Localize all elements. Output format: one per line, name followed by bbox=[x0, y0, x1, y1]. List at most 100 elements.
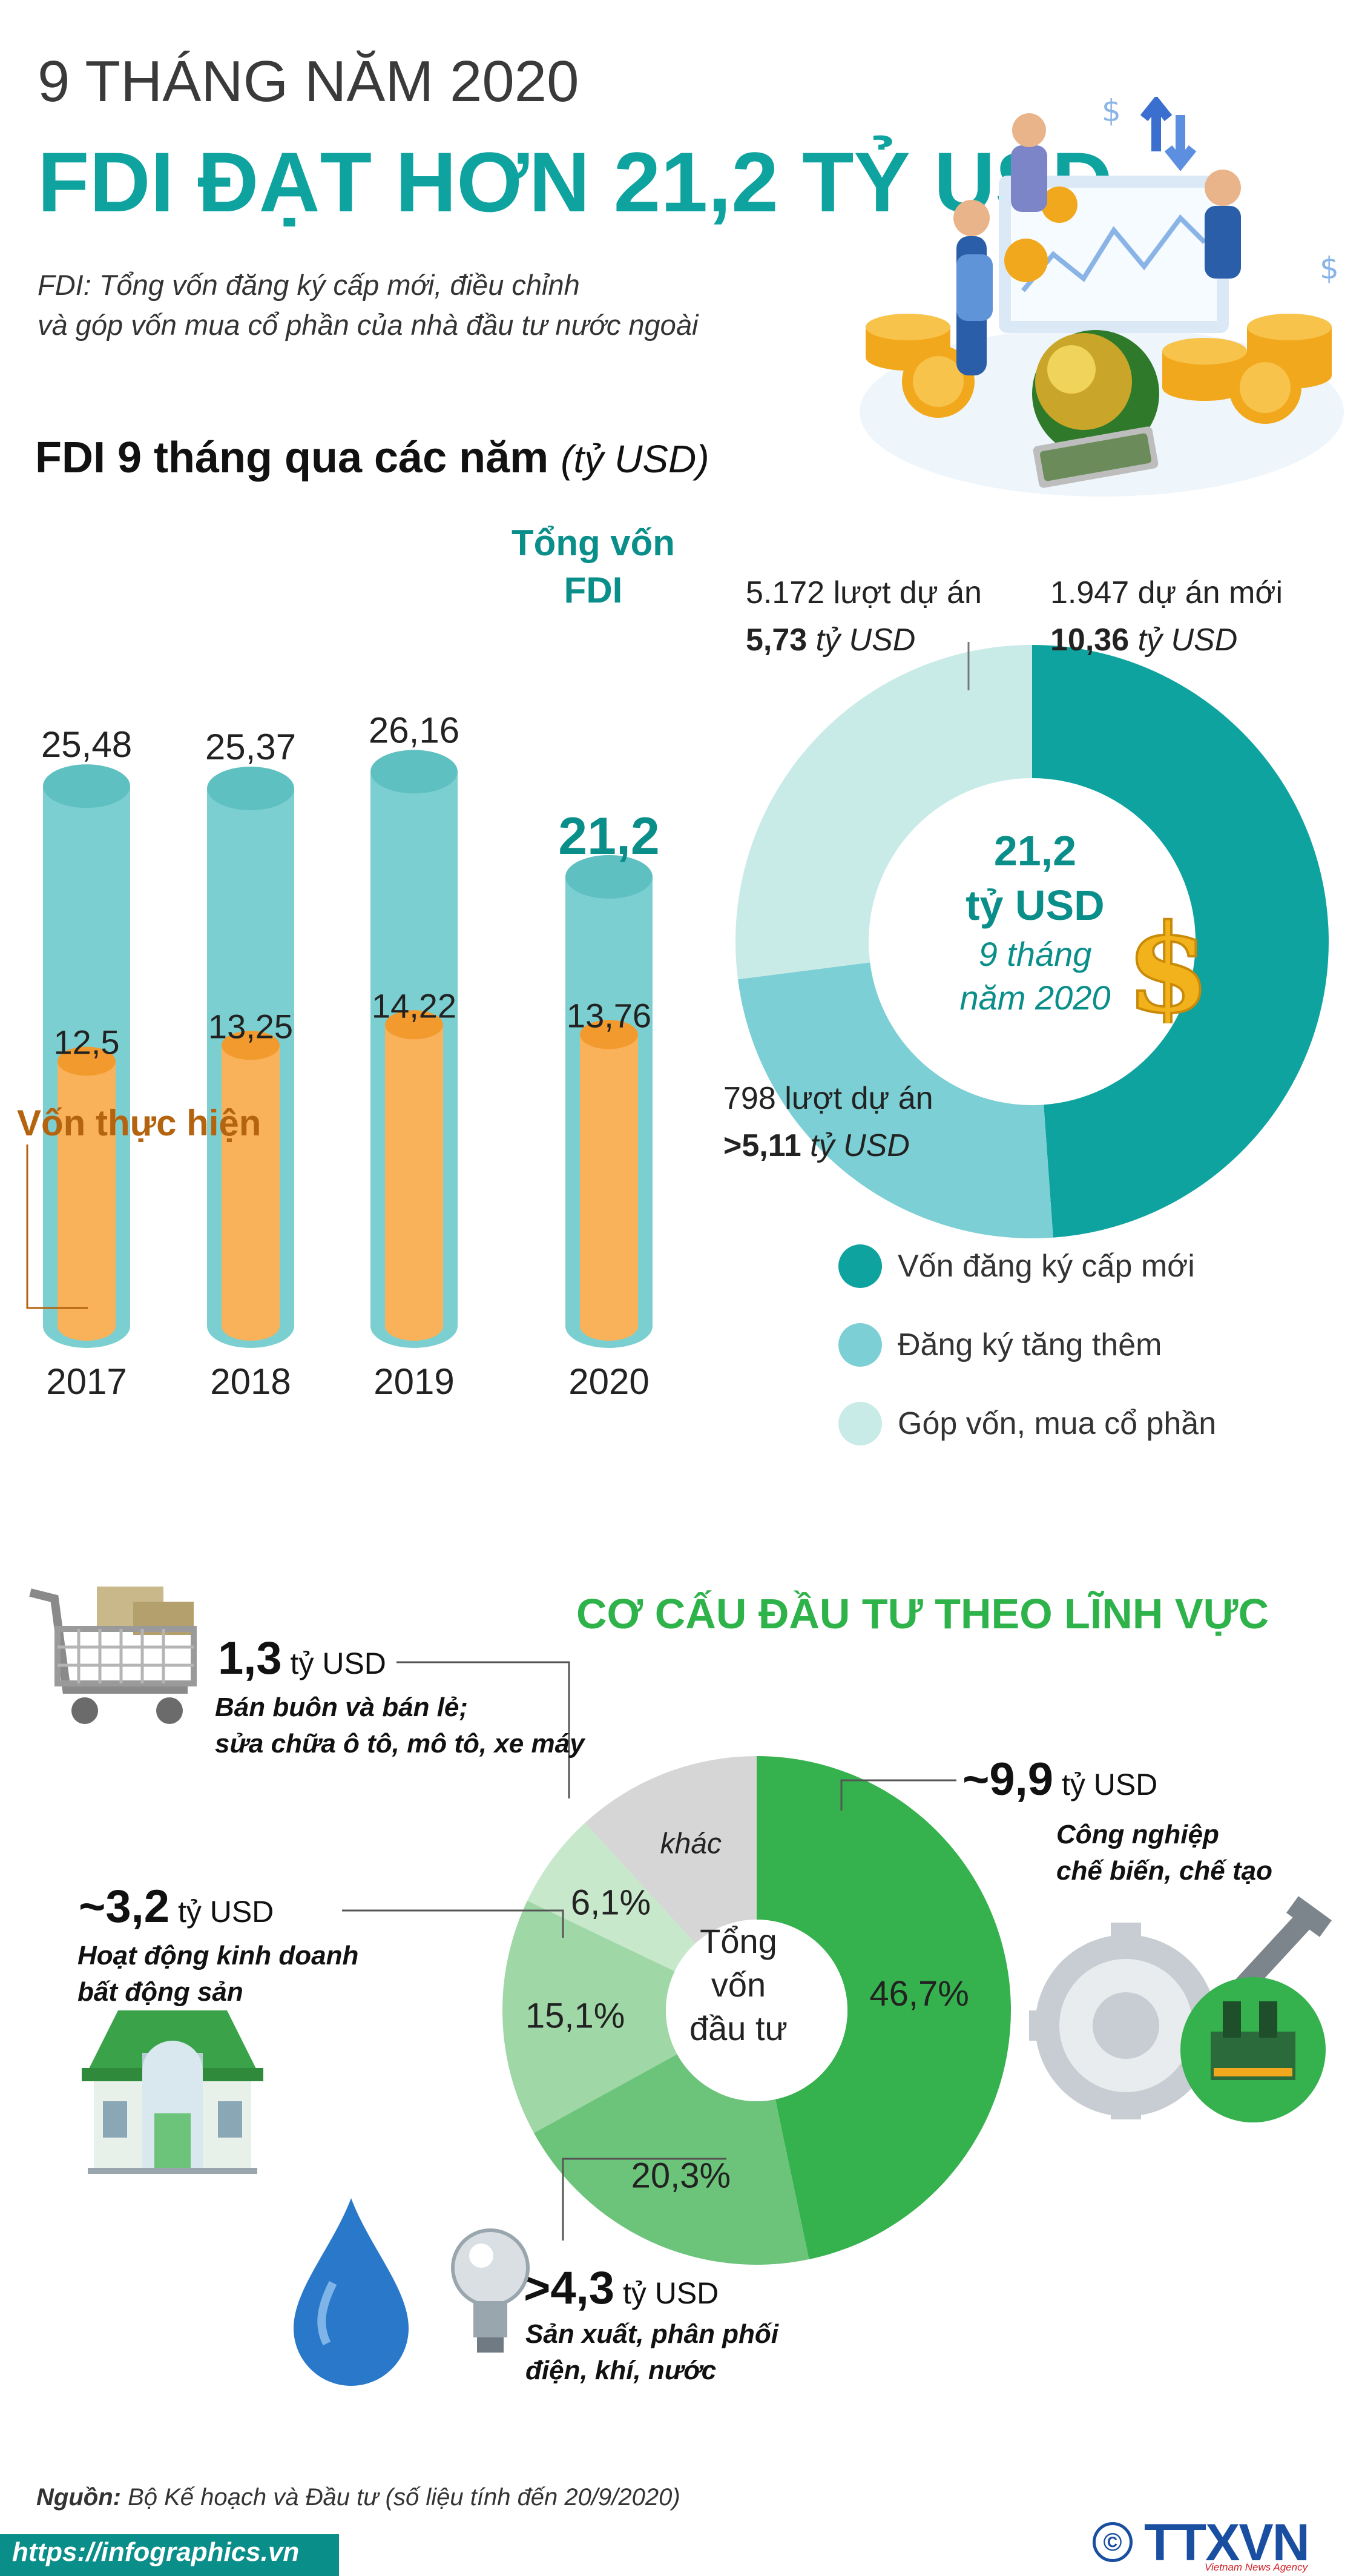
shopping-cart-icon bbox=[29, 1587, 197, 1724]
tang-them-count: 798 lượt dự án bbox=[723, 1081, 933, 1116]
sector-slice-label: 15,1% bbox=[525, 1996, 625, 2035]
gop-von-amount-unit: tỷ USD bbox=[807, 623, 916, 658]
utilities-info: >4,3 tỷ USD bbox=[524, 2262, 719, 2314]
donut1-center-year: năm 2020 bbox=[959, 979, 1111, 1017]
business-illustration-icon: $ $ bbox=[860, 97, 1344, 497]
cylinder-2018: 25,37 13,25 2018 bbox=[205, 727, 296, 1402]
manufacturing-desc: Công nghiệp chế biến, chế tạo bbox=[1056, 1817, 1272, 1889]
utilities-desc-line-2: điện, khí, nước bbox=[525, 2356, 717, 2385]
donut2-center-line-2: vốn bbox=[711, 1966, 766, 2004]
cap-moi-amount: 10,36 tỷ USD bbox=[1050, 616, 1283, 664]
header-kicker: 9 THÁNG NĂM 2020 bbox=[38, 49, 579, 114]
legend-item: Đăng ký tăng thêm bbox=[838, 1323, 1216, 1367]
utilities-amount-value: >4,3 bbox=[524, 2262, 615, 2314]
total-value-label: 21,2 bbox=[558, 807, 659, 865]
donut2-center-line-3: đầu tư bbox=[689, 2009, 788, 2047]
ttxvn-logo-subtitle: Vietnam News Agency bbox=[1205, 2561, 1308, 2573]
realized-bar-top bbox=[385, 1010, 443, 1040]
sector-slice-label: khác bbox=[660, 1828, 722, 1860]
legend-label: Đăng ký tăng thêm bbox=[898, 1327, 1162, 1362]
gop-von-amount: 5,73 tỷ USD bbox=[746, 616, 982, 664]
retail-amount: 1,3 tỷ USD bbox=[218, 1632, 386, 1685]
donut2-center: Tổng vốn đầu tư bbox=[648, 1920, 829, 2050]
sector-slice-label: 6,1% bbox=[571, 1883, 651, 1922]
sector-slice bbox=[585, 1756, 757, 1944]
sector-slice bbox=[502, 1900, 677, 2133]
realized-label-connector bbox=[26, 1144, 88, 1309]
manufacturing-info: ~9,9 tỷ USD bbox=[962, 1753, 1157, 1806]
tang-them-amount: >5,11 tỷ USD bbox=[723, 1122, 933, 1169]
donut1-center-unit: tỷ USD bbox=[966, 882, 1105, 929]
realestate-desc: Hoạt động kinh doanh bất động sản bbox=[77, 1938, 358, 2010]
svg-text:$: $ bbox=[1126, 908, 1210, 1023]
donut1-label-cap-moi: 1.947 dự án mới 10,36 tỷ USD bbox=[1050, 569, 1283, 664]
sector-donut: 46,7% 20,3% 15,1% 6,1% khác bbox=[502, 1756, 1011, 2265]
legend-swatch bbox=[838, 1323, 882, 1367]
definition-line-2: và góp vốn mua cổ phần của nhà đầu tư nư… bbox=[38, 309, 699, 341]
total-fdi-label: Tổng vốn FDI bbox=[502, 520, 684, 614]
retail-amount-unit: tỷ USD bbox=[281, 1646, 386, 1680]
donut1-label-tang-them: 798 lượt dự án >5,11 tỷ USD bbox=[723, 1075, 933, 1169]
section1-title: FDI 9 tháng qua các năm (tỷ USD) bbox=[35, 433, 709, 483]
svg-text:$: $ bbox=[1102, 97, 1121, 128]
realestate-amount-value: ~3,2 bbox=[79, 1881, 170, 1932]
water-drop-icon bbox=[294, 2198, 530, 2386]
realized-bar bbox=[580, 1034, 638, 1326]
realized-bar-top bbox=[580, 1020, 638, 1049]
legend-swatch bbox=[838, 1402, 882, 1445]
fdi-cylinder-chart: 25,48 12,5 2017 25,37 13,25 2018 26,16 14,22 201… bbox=[41, 710, 660, 1402]
dollar-sign-icon: $ bbox=[1125, 908, 1211, 1023]
manufacturing-desc-line-2: chế biến, chế tạo bbox=[1056, 1856, 1272, 1886]
realized-value-label: 14,22 bbox=[372, 986, 456, 1025]
manufacturing-amount-unit: tỷ USD bbox=[1053, 1768, 1158, 1802]
sector-slice-label: 20,3% bbox=[631, 2156, 731, 2196]
year-label: 2020 bbox=[568, 1361, 649, 1402]
cylinder-2019: 26,16 14,22 2019 bbox=[369, 710, 459, 1402]
legend-item: Vốn đăng ký cấp mới bbox=[838, 1244, 1216, 1288]
legend-item: Góp vốn, mua cổ phần bbox=[838, 1402, 1216, 1445]
fdi-definition: FDI: Tổng vốn đăng ký cấp mới, điều chỉn… bbox=[38, 265, 698, 345]
gop-von-amount-value: 5,73 bbox=[746, 623, 808, 658]
realized-value-label: 13,25 bbox=[208, 1007, 293, 1045]
footer-url-link[interactable]: https://infographics.vn bbox=[12, 2537, 300, 2567]
realized-bar bbox=[385, 1025, 443, 1326]
cap-moi-count: 1.947 dự án mới bbox=[1050, 575, 1283, 610]
utilities-amount-unit: tỷ USD bbox=[614, 2276, 719, 2310]
total-bar-top bbox=[370, 750, 458, 794]
total-value-label: 25,37 bbox=[205, 727, 296, 767]
gear-wrench-icon bbox=[1029, 1896, 1332, 2122]
realestate-info: ~3,2 tỷ USD bbox=[79, 1880, 274, 1933]
total-bar-top bbox=[207, 767, 294, 811]
realestate-amount: ~3,2 tỷ USD bbox=[79, 1880, 274, 1933]
utilities-amount: >4,3 tỷ USD bbox=[524, 2262, 719, 2314]
cap-moi-amount-unit: tỷ USD bbox=[1129, 623, 1238, 658]
realized-bar-base bbox=[58, 1312, 116, 1341]
svg-text:$: $ bbox=[1320, 251, 1339, 286]
year-label: 2018 bbox=[210, 1361, 291, 1402]
retail-desc: Bán buôn và bán lẻ; sửa chữa ô tô, mô tô… bbox=[215, 1689, 585, 1762]
realized-value-label: 13,76 bbox=[567, 996, 651, 1034]
utilities-desc-line-1: Sản xuất, phân phối bbox=[525, 2319, 779, 2349]
page-title: FDI ĐẠT HƠN 21,2 TỶ USD bbox=[38, 134, 1113, 230]
realized-bar bbox=[222, 1045, 280, 1326]
sector-slice bbox=[757, 1756, 1011, 2260]
realized-bar-base bbox=[222, 1312, 280, 1341]
total-bar-top bbox=[43, 764, 130, 808]
realized-bar-top bbox=[222, 1031, 280, 1060]
realized-bar-base bbox=[385, 1312, 443, 1341]
ttxvn-logo: TTXVN bbox=[1144, 2514, 1310, 2572]
total-value-label: 25,48 bbox=[41, 724, 132, 765]
donut1-slice bbox=[1032, 645, 1329, 1238]
tang-them-amount-value: >5,11 bbox=[723, 1128, 801, 1163]
factory-icon bbox=[1211, 2001, 1295, 2080]
donut2-hole bbox=[666, 1920, 847, 2101]
donut1-slice bbox=[735, 645, 1032, 980]
legend-swatch bbox=[838, 1244, 882, 1288]
realized-bar-top bbox=[58, 1046, 116, 1076]
legend-label: Góp vốn, mua cổ phần bbox=[898, 1406, 1217, 1441]
realestate-desc-line-2: bất động sản bbox=[77, 1977, 243, 2007]
source-note: Nguồn: Bộ Kế hoạch và Đầu tư (số liệu tí… bbox=[36, 2484, 680, 2511]
retail-desc-line-2: sửa chữa ô tô, mô tô, xe máy bbox=[215, 1729, 585, 1759]
sector-slice bbox=[527, 1823, 696, 1972]
manufacturing-desc-line-1: Công nghiệp bbox=[1056, 1820, 1219, 1849]
